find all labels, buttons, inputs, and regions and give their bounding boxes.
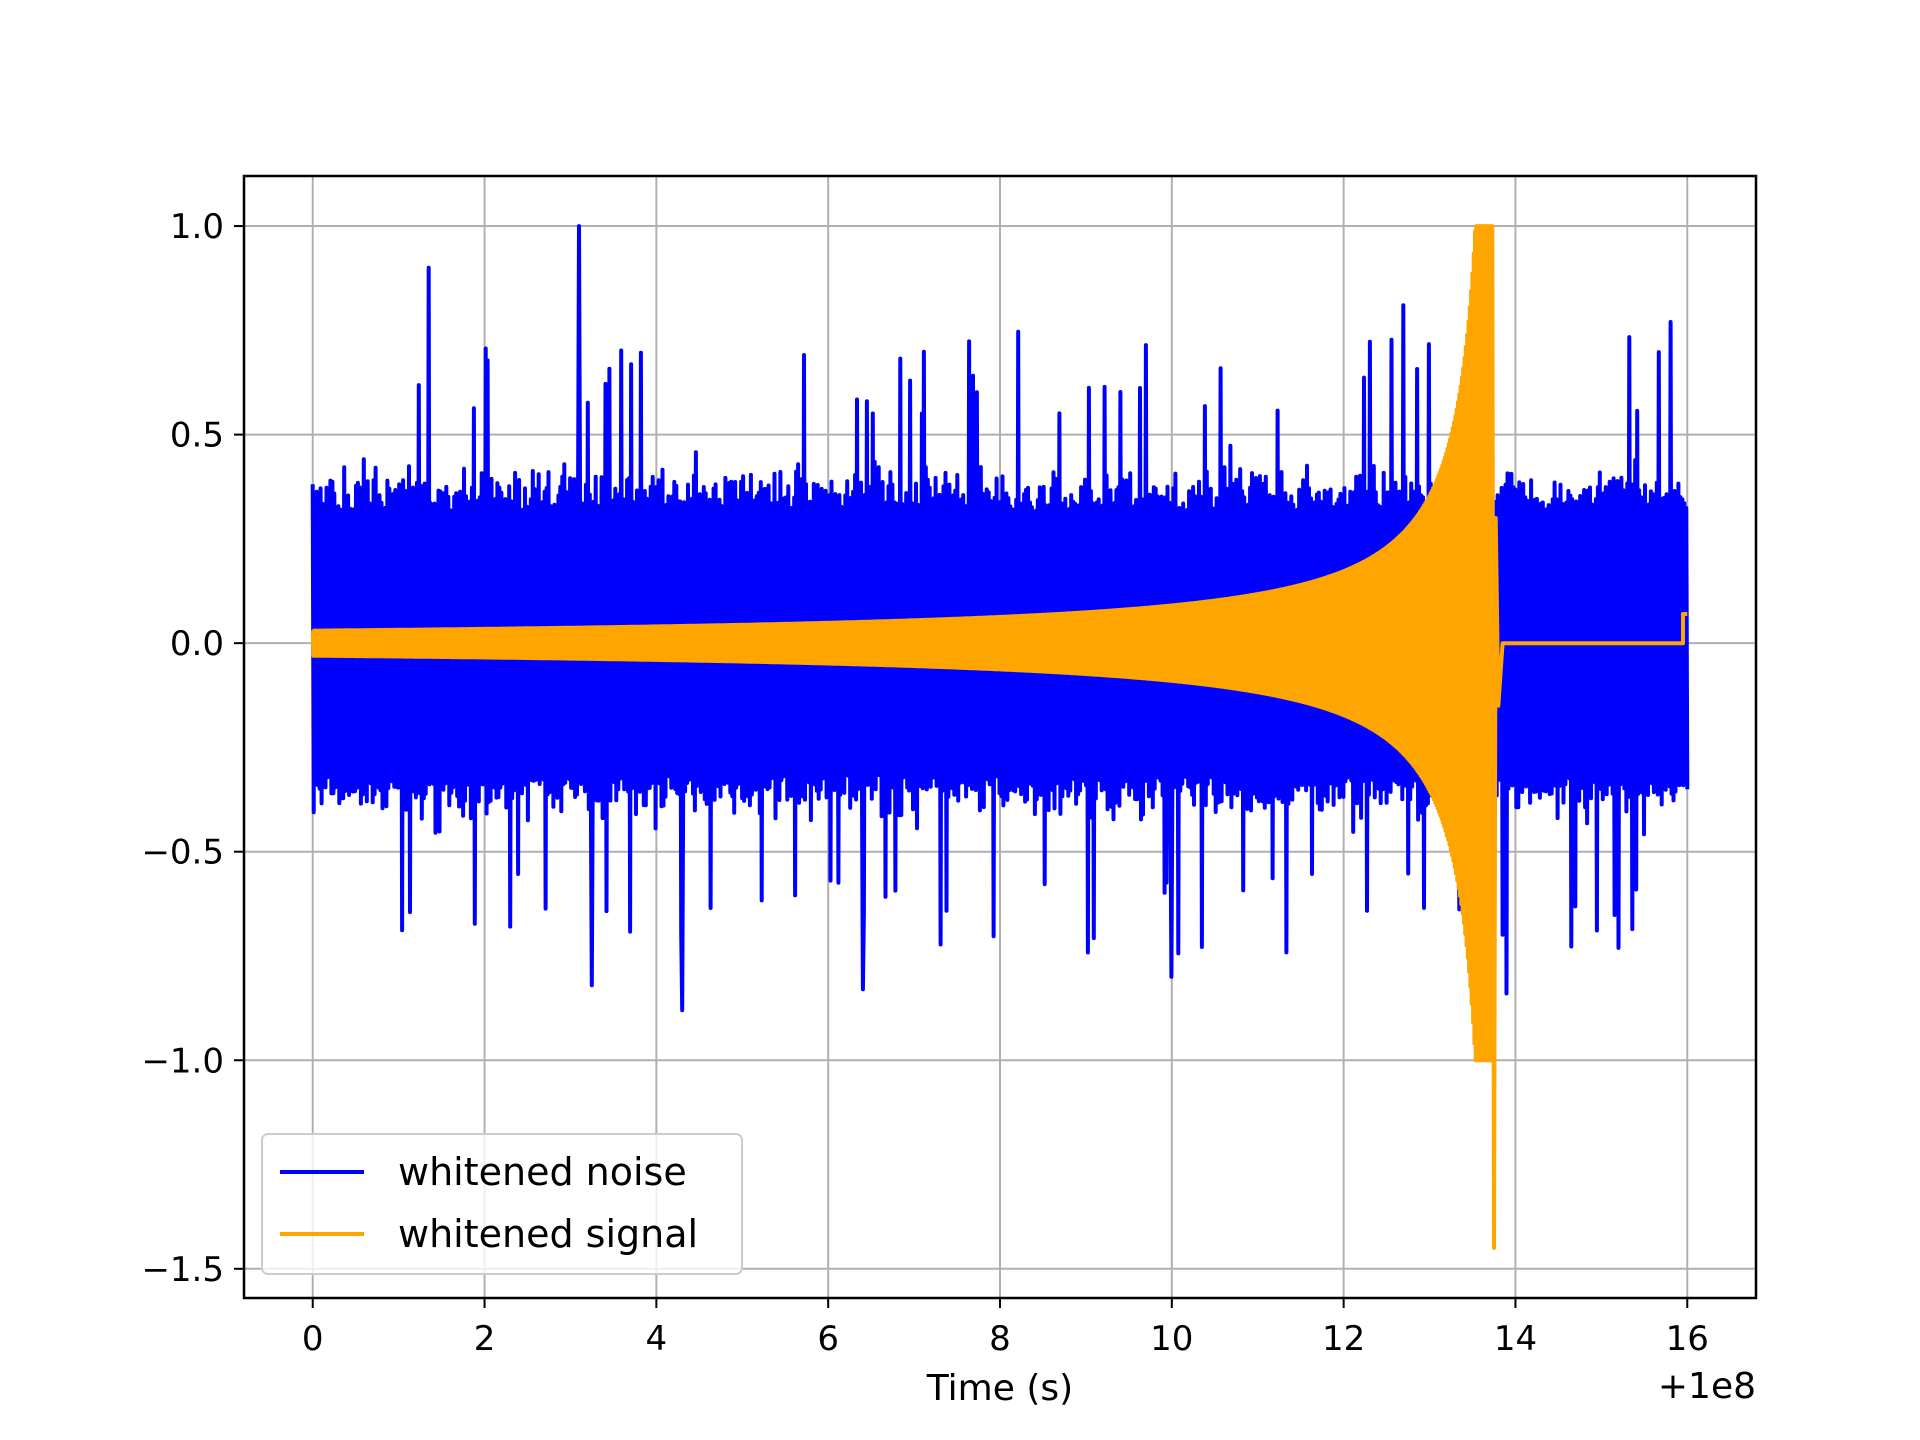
legend-box bbox=[261, 1133, 743, 1275]
x-tick-label: 0 bbox=[302, 1319, 324, 1359]
x-axis-label: Time (s) bbox=[926, 1368, 1073, 1409]
plot-area bbox=[310, 224, 1690, 1250]
legend-label-whitened-signal: whitened signal bbox=[398, 1212, 698, 1256]
x-tick-label: 4 bbox=[646, 1319, 668, 1359]
y-tick-label: 1.0 bbox=[170, 207, 224, 247]
grid bbox=[244, 176, 1756, 1298]
ticks: 0 2 4 6 8 10 12 14 16 1.0 0.5 0.0 −0.5 −1.0 −1.5 bbox=[141, 207, 1708, 1359]
x-tick-label: 16 bbox=[1666, 1319, 1709, 1359]
y-tick-label: −1.0 bbox=[141, 1041, 224, 1081]
y-tick-label: 0.0 bbox=[170, 624, 224, 664]
x-axis-offset-label: +1e8 bbox=[1658, 1366, 1756, 1407]
x-tick-label: 6 bbox=[817, 1319, 839, 1359]
legend-label-whitened-noise: whitened noise bbox=[398, 1150, 687, 1194]
x-tick-label: 12 bbox=[1322, 1319, 1365, 1359]
series-line-whitened-signal bbox=[310, 224, 1688, 1250]
legend: whitened noise whitened signal bbox=[261, 1133, 743, 1275]
y-tick-label: −0.5 bbox=[141, 833, 224, 873]
x-tick-label: 8 bbox=[989, 1319, 1011, 1359]
x-tick-label: 10 bbox=[1150, 1319, 1193, 1359]
y-tick-label: 0.5 bbox=[170, 416, 224, 456]
x-tick-label: 2 bbox=[474, 1319, 496, 1359]
y-tick-label: −1.5 bbox=[141, 1250, 224, 1290]
x-tick-label: 14 bbox=[1494, 1319, 1537, 1359]
